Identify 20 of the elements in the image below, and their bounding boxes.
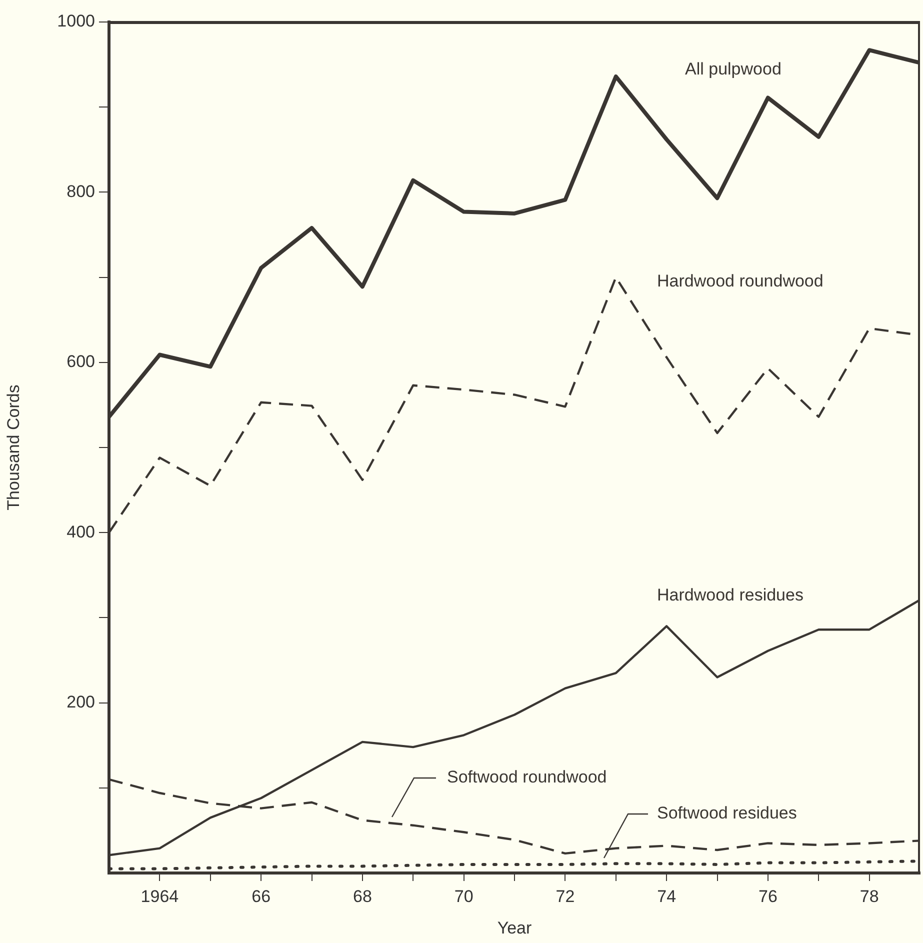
- x-tick-label: 66: [252, 886, 271, 906]
- x-tick-label: 68: [352, 886, 372, 906]
- y-axis-title: Thousand Cords: [4, 384, 23, 510]
- x-axis-title: Year: [497, 918, 532, 938]
- x-tick-label: 70: [454, 886, 474, 906]
- y-tick-label: 800: [66, 182, 95, 201]
- x-tick-label: 74: [657, 886, 676, 906]
- x-tick-label: 72: [556, 886, 575, 906]
- x-tick-label: 78: [860, 886, 879, 906]
- series-label: Hardwood roundwood: [657, 272, 824, 291]
- x-tick-label: 1964: [140, 886, 179, 906]
- y-tick-label: 400: [66, 522, 95, 542]
- series-label: All pulpwood: [685, 60, 782, 79]
- y-tick-label: 200: [66, 692, 95, 712]
- text: Softwood residues: [657, 804, 797, 823]
- x-tick-label: 76: [758, 886, 778, 906]
- y-tick-label: 1000: [57, 12, 95, 31]
- series-label: Hardwood residues: [657, 586, 804, 605]
- y-tick-label: 600: [66, 352, 95, 372]
- text: Softwood roundwood: [447, 768, 607, 787]
